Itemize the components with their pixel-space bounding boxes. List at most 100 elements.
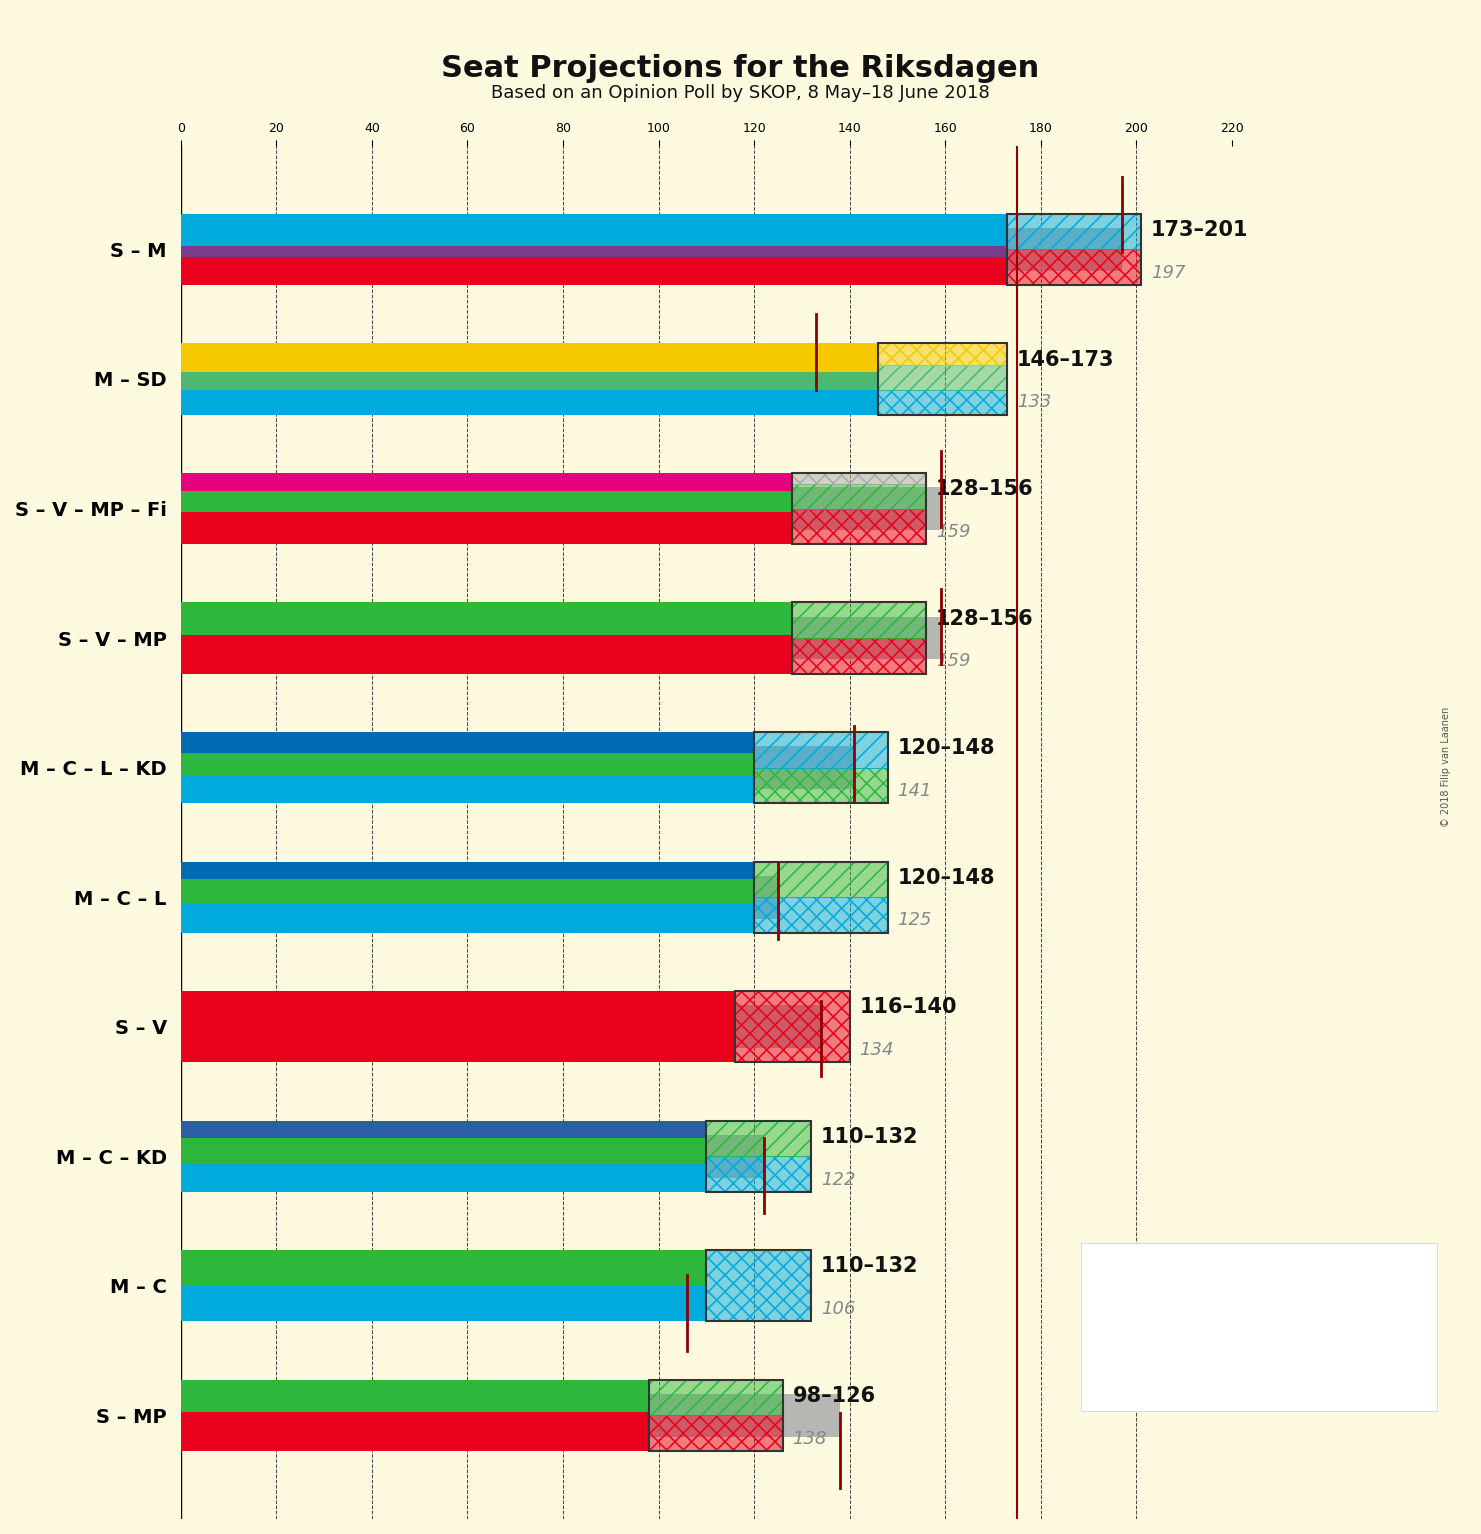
Bar — [754, 767, 889, 804]
Bar — [181, 1379, 649, 1411]
Bar — [792, 483, 926, 509]
Bar — [181, 617, 940, 660]
Bar — [878, 344, 1007, 365]
Bar — [706, 1250, 812, 1321]
Bar — [181, 905, 754, 933]
Text: 138: 138 — [792, 1430, 826, 1448]
Bar — [878, 344, 1007, 365]
Bar — [754, 862, 889, 897]
Bar — [181, 491, 792, 512]
Bar — [792, 483, 926, 509]
Bar — [706, 1121, 812, 1157]
Bar — [649, 1379, 783, 1416]
Text: 120–148: 120–148 — [897, 868, 995, 888]
Bar — [181, 1250, 706, 1285]
Text: with median: with median — [1217, 1299, 1315, 1313]
Bar — [735, 991, 850, 1063]
Bar — [649, 1416, 783, 1451]
Bar — [181, 229, 1123, 272]
Bar — [181, 390, 878, 414]
Bar — [878, 365, 1007, 390]
Bar — [181, 1285, 706, 1321]
Bar — [1007, 250, 1142, 285]
Bar — [754, 862, 889, 933]
Text: 125: 125 — [897, 911, 932, 930]
Bar — [792, 603, 926, 638]
Bar — [181, 344, 878, 371]
Bar — [792, 638, 926, 673]
Bar — [792, 638, 926, 673]
Bar — [181, 1135, 764, 1178]
Bar — [706, 1121, 812, 1157]
Bar — [792, 472, 926, 483]
Bar — [706, 1250, 812, 1321]
Text: Last result: Last result — [1237, 1347, 1309, 1362]
Bar — [181, 991, 735, 1063]
Bar — [181, 603, 792, 635]
Bar — [706, 1157, 812, 1192]
Text: 110–132: 110–132 — [820, 1256, 918, 1276]
Text: 116–140: 116–140 — [859, 997, 957, 1017]
Bar — [1103, 1319, 1174, 1373]
Bar — [181, 472, 792, 491]
Bar — [754, 897, 889, 933]
Bar — [181, 1394, 840, 1437]
Bar — [792, 472, 926, 483]
Bar — [649, 1379, 783, 1451]
Bar — [792, 603, 926, 638]
Bar — [735, 991, 850, 1063]
Text: Seat Projections for the Riksdagen: Seat Projections for the Riksdagen — [441, 54, 1040, 83]
Bar — [181, 488, 940, 529]
Bar — [878, 344, 1007, 414]
Bar — [792, 603, 926, 673]
Bar — [792, 509, 926, 545]
Text: Based on an Opinion Poll by SKOP, 8 May–18 June 2018: Based on an Opinion Poll by SKOP, 8 May–… — [492, 84, 989, 103]
Bar — [181, 512, 792, 545]
Text: 110–132: 110–132 — [820, 1127, 918, 1147]
Bar — [1007, 250, 1142, 285]
Bar — [181, 357, 816, 400]
Bar — [181, 1163, 706, 1192]
Bar — [181, 753, 754, 775]
Bar — [754, 897, 889, 933]
Bar — [754, 732, 889, 767]
Bar — [181, 635, 792, 673]
Text: 106: 106 — [820, 1301, 856, 1318]
Text: 122: 122 — [820, 1170, 856, 1189]
Text: 159: 159 — [936, 523, 970, 542]
Bar — [1007, 213, 1142, 250]
Bar — [649, 1416, 783, 1451]
Bar — [1007, 213, 1142, 250]
Bar — [181, 1264, 687, 1307]
Text: 98–126: 98–126 — [792, 1385, 875, 1407]
Text: 120–148: 120–148 — [897, 738, 995, 758]
Bar — [754, 862, 889, 897]
Bar — [181, 876, 778, 919]
Bar — [792, 472, 926, 545]
Bar — [181, 213, 1007, 245]
Bar — [706, 1250, 812, 1321]
Bar — [754, 732, 889, 767]
Bar — [754, 732, 889, 804]
Text: 128–156: 128–156 — [936, 609, 1034, 629]
Bar — [878, 365, 1007, 390]
Bar — [1174, 1319, 1222, 1373]
Bar — [181, 1138, 706, 1163]
Bar — [181, 862, 754, 879]
Bar — [1007, 213, 1142, 285]
Bar — [181, 256, 1007, 285]
Bar — [181, 746, 855, 788]
Bar — [181, 879, 754, 905]
Text: 133: 133 — [1017, 393, 1052, 411]
Text: 128–156: 128–156 — [936, 479, 1034, 499]
Text: 141: 141 — [897, 782, 932, 799]
Bar — [878, 390, 1007, 414]
Text: 146–173: 146–173 — [1017, 350, 1115, 370]
Bar — [181, 245, 1007, 256]
Bar — [706, 1121, 812, 1192]
Text: 159: 159 — [936, 652, 970, 670]
Text: © 2018 Filip van Laanen: © 2018 Filip van Laanen — [1441, 707, 1451, 827]
Bar — [735, 991, 850, 1063]
Bar — [792, 509, 926, 545]
Bar — [181, 371, 878, 390]
